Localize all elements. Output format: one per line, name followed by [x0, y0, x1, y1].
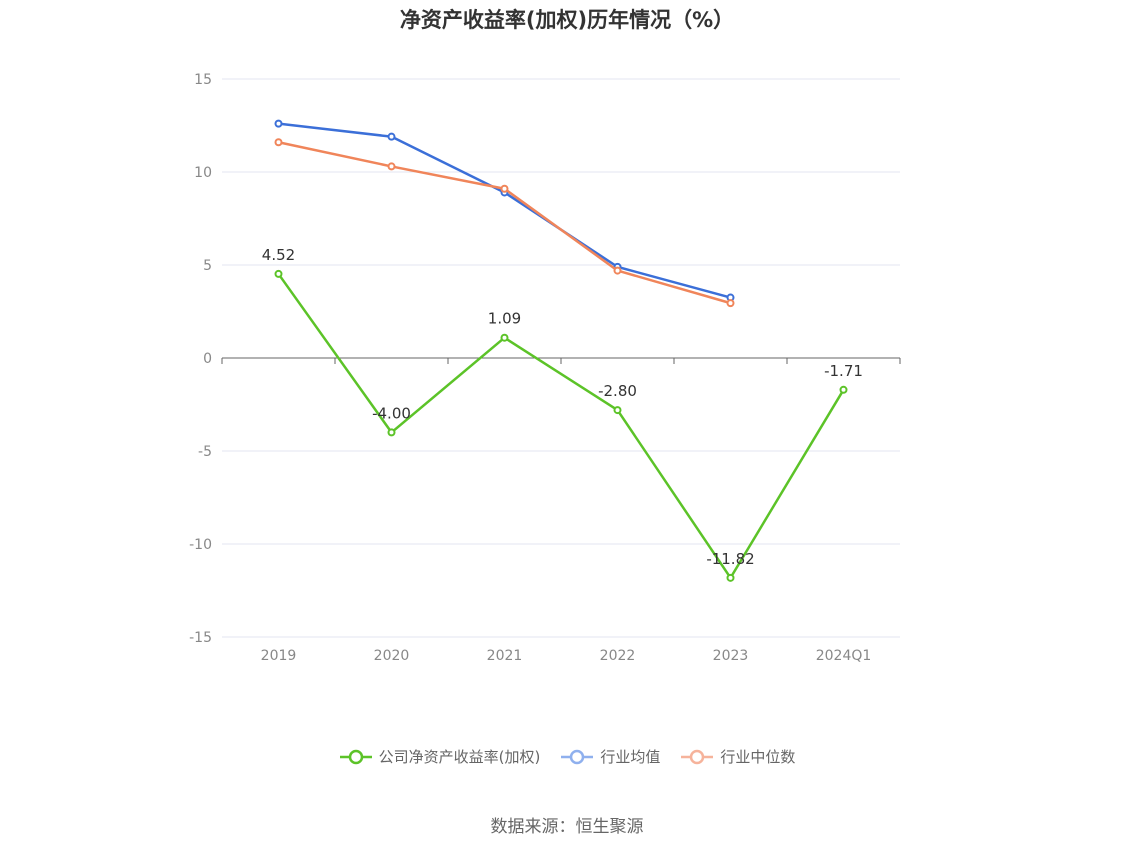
chart-title: 净资产收益率(加权)历年情况（%） — [399, 8, 735, 32]
data-label: 1.09 — [488, 310, 521, 328]
legend-item-industry-mean[interactable]: 行业均值 — [560, 746, 660, 767]
legend-marker-company-icon — [339, 749, 372, 764]
x-tick-label: 2024Q1 — [816, 648, 872, 664]
legend-label-industry-median: 行业中位数 — [720, 748, 796, 766]
y-tick-label: -10 — [189, 537, 212, 553]
y-tick-label: 10 — [194, 165, 212, 181]
legend-marker-industry-mean-icon — [561, 749, 594, 764]
data-point — [500, 184, 509, 193]
x-tick-label: 2020 — [374, 648, 410, 664]
data-point — [726, 299, 735, 308]
x-tick-label: 2021 — [487, 648, 523, 664]
y-tick-label: 5 — [203, 258, 212, 274]
data-point — [387, 132, 396, 141]
data-label: -4.00 — [372, 404, 411, 422]
data-label: -2.80 — [598, 382, 637, 400]
source-note: 数据来源：恒生聚源 — [490, 817, 644, 837]
y-tick-label: -15 — [189, 630, 212, 646]
legend-item-company[interactable]: 公司净资产收益率(加权) — [339, 746, 541, 767]
data-point — [387, 162, 396, 171]
legend-label-company: 公司净资产收益率(加权) — [378, 748, 541, 766]
data-point — [839, 385, 848, 394]
x-tick-label: 2023 — [713, 648, 749, 664]
data-point — [274, 119, 283, 128]
x-tick-label: 2022 — [600, 648, 636, 664]
y-tick-label: 0 — [203, 351, 212, 367]
legend: 公司净资产收益率(加权) 行业均值 行业中位数 — [0, 746, 1134, 767]
x-tick-label: 2019 — [261, 648, 297, 664]
y-tick-label: -5 — [198, 444, 212, 460]
data-label: 4.52 — [262, 246, 295, 264]
data-point — [613, 406, 622, 415]
data-label: -11.82 — [706, 550, 754, 568]
series-line — [277, 273, 845, 580]
y-tick-label: 15 — [194, 72, 212, 88]
data-label: -1.71 — [824, 362, 863, 380]
data-point — [500, 333, 509, 342]
legend-item-industry-median[interactable]: 行业中位数 — [680, 746, 795, 767]
data-point — [387, 428, 396, 437]
data-point — [274, 138, 283, 147]
data-point — [613, 266, 622, 275]
series-line — [278, 122, 731, 299]
legend-label-industry-mean: 行业均值 — [600, 748, 661, 766]
data-point — [726, 573, 735, 582]
legend-marker-industry-median-icon — [681, 749, 714, 764]
data-point — [274, 269, 283, 278]
